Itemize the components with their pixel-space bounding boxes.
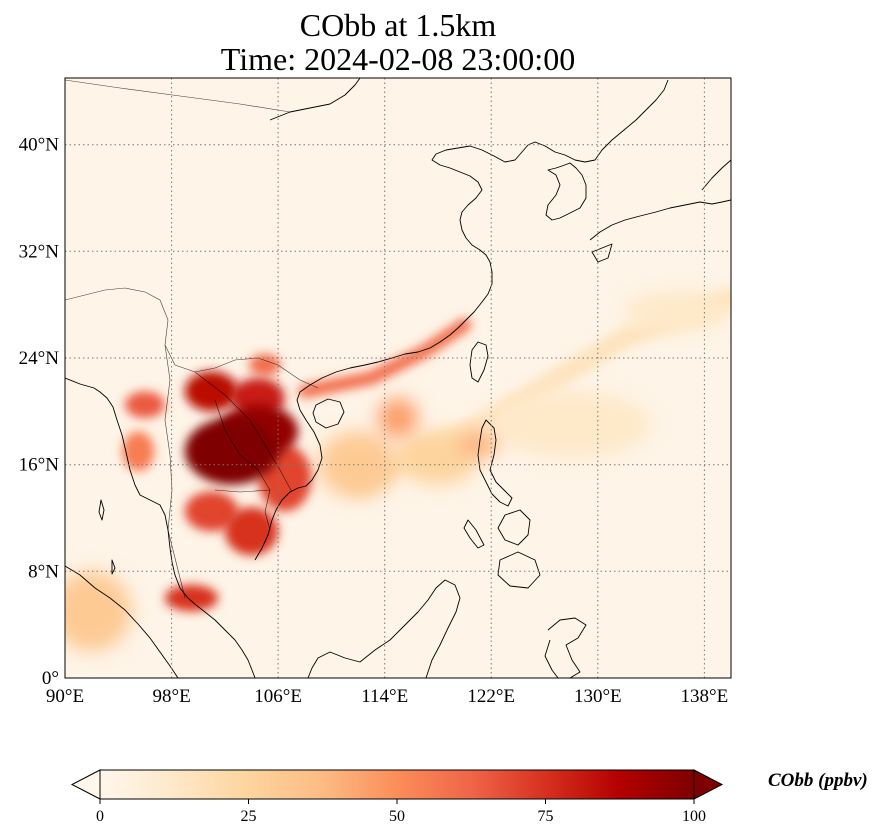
cobb-plume-17 bbox=[184, 418, 279, 485]
longitude-tick-label: 90°E bbox=[46, 686, 84, 707]
gridlines bbox=[65, 78, 731, 678]
coastline-philippines-south bbox=[463, 509, 541, 589]
latitude-tick-label: 40°N bbox=[19, 135, 60, 156]
latitude-tick-label: 24°N bbox=[19, 348, 60, 369]
coastline-sumatra bbox=[65, 565, 179, 678]
coastline-luzon bbox=[477, 419, 513, 507]
latitude-tick-labels: 0° 8°N 16°N 24°N 32°N 40°N bbox=[19, 135, 60, 689]
cobb-plume-5 bbox=[457, 431, 498, 459]
cobb-plume-11 bbox=[184, 491, 239, 532]
map-frame bbox=[64, 77, 732, 679]
latitude-tick-label: 16°N bbox=[19, 455, 60, 476]
colorbar-ticks: 0 25 50 75 100 bbox=[96, 799, 706, 825]
coastline-borneo bbox=[307, 579, 461, 678]
colorbar-tick-label: 25 bbox=[241, 808, 257, 825]
colorbar-extend-max bbox=[693, 769, 724, 800]
border-mongolia bbox=[65, 79, 291, 113]
map-background bbox=[65, 78, 731, 678]
border-china-south bbox=[65, 287, 319, 389]
latitude-tick-label: 8°N bbox=[28, 561, 59, 582]
longitude-tick-label: 98°E bbox=[152, 686, 190, 707]
map-title: CObb at 1.5km bbox=[299, 7, 497, 43]
colorbar-tick-label: 50 bbox=[389, 808, 405, 825]
border-thailand-laos-cambodia bbox=[214, 399, 271, 531]
cobb-plume-0 bbox=[491, 391, 652, 459]
cobb-plume-13 bbox=[164, 584, 219, 612]
border-laos-vietnam bbox=[194, 371, 293, 493]
latitude-tick-label: 0° bbox=[42, 668, 59, 689]
colorbar-gradient bbox=[100, 770, 694, 799]
cobb-plume-15 bbox=[184, 371, 239, 412]
colorbar: 0 25 50 75 100 bbox=[70, 769, 724, 825]
colorbar-label: CObb (ppbv) bbox=[768, 770, 868, 791]
colorbar-tick-label: 100 bbox=[682, 808, 706, 825]
border-myanmar-thailand bbox=[164, 344, 186, 599]
cobb-plume-8 bbox=[248, 354, 281, 376]
colorbar-extend-min bbox=[70, 769, 101, 800]
coastline-sulawesi bbox=[544, 617, 587, 678]
cobb-plume-9 bbox=[124, 391, 165, 419]
cobb-plume-4 bbox=[65, 571, 132, 652]
coastline-asia-mainland bbox=[65, 79, 669, 678]
longitude-tick-label: 138°E bbox=[681, 686, 729, 707]
cobb-plume-12 bbox=[224, 507, 279, 556]
cobb-plume-7 bbox=[122, 431, 155, 472]
longitude-tick-label: 114°E bbox=[361, 686, 408, 707]
coastline-andaman bbox=[98, 499, 116, 575]
colorbar-tick-label: 0 bbox=[96, 808, 104, 825]
longitude-tick-label: 122°E bbox=[467, 686, 515, 707]
cobb-band-0 bbox=[298, 318, 472, 398]
coastline-hainan bbox=[312, 398, 345, 429]
latitude-tick-label: 32°N bbox=[19, 241, 60, 262]
coastline-korea bbox=[545, 162, 587, 221]
cobb-plume-6 bbox=[378, 398, 418, 438]
cobb-plume-1 bbox=[624, 291, 731, 332]
longitude-tick-label: 106°E bbox=[254, 686, 302, 707]
longitude-tick-label: 130°E bbox=[574, 686, 622, 707]
map-time-subtitle: Time: 2024-02-08 23:00:00 bbox=[220, 41, 576, 77]
country-border-layer bbox=[65, 79, 319, 599]
coastline-taiwan bbox=[469, 341, 489, 383]
colorbar-tick-label: 75 bbox=[538, 808, 554, 825]
longitude-tick-labels: 90°E 98°E 106°E 114°E 122°E 130°E 138°E bbox=[46, 686, 728, 707]
